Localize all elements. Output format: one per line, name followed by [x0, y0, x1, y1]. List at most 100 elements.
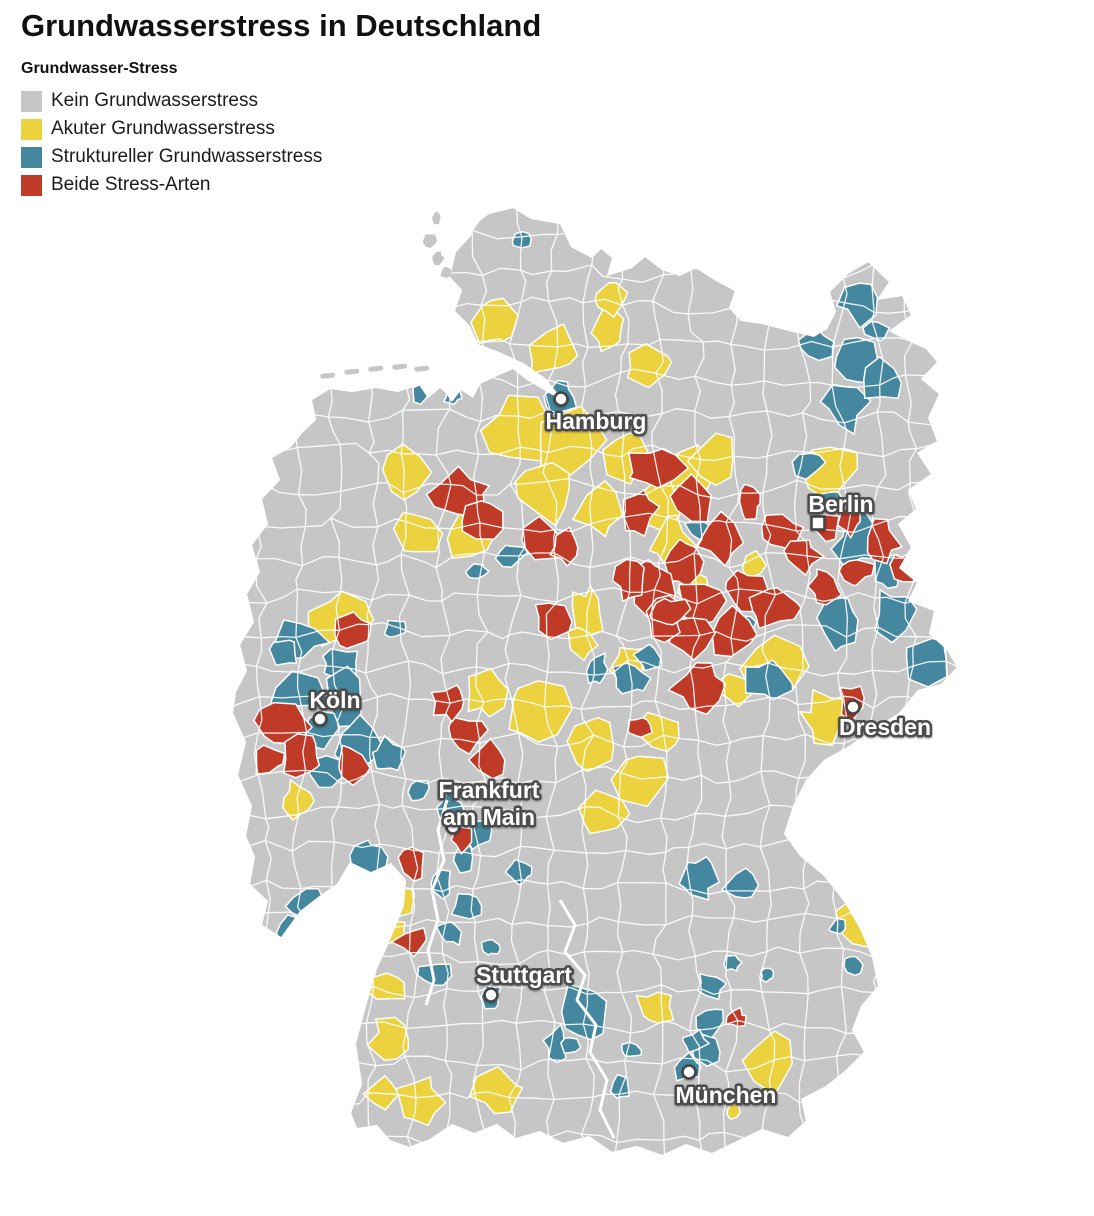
- city-hamburg: Hamburg: [543, 391, 649, 437]
- district-akut[interactable]: [539, 405, 608, 479]
- district-akut[interactable]: [508, 680, 574, 743]
- district-akut[interactable]: [626, 343, 673, 389]
- district-akut[interactable]: [567, 626, 599, 662]
- district-strukturell[interactable]: [585, 652, 609, 685]
- district-beide[interactable]: [748, 587, 803, 630]
- district-akut[interactable]: [381, 443, 433, 501]
- legend-label: Kein Grundwasserstress: [51, 90, 258, 111]
- island: [414, 365, 430, 372]
- city-stuttgart: Stuttgart: [474, 960, 575, 1003]
- district-beide[interactable]: [549, 526, 579, 567]
- district-beide[interactable]: [534, 602, 573, 641]
- city-label-berlin: Berlin: [808, 491, 873, 517]
- district-strukturell[interactable]: [560, 1037, 582, 1054]
- district-beide[interactable]: [667, 662, 727, 716]
- district-strukturell[interactable]: [268, 639, 298, 667]
- district-strukturell[interactable]: [315, 939, 345, 966]
- district-akut[interactable]: [885, 911, 928, 965]
- legend-swatch-kein: [21, 90, 42, 112]
- district-strukturell[interactable]: [371, 734, 407, 772]
- state-border-line: [558, 899, 616, 1139]
- city-marker-icon: [445, 819, 461, 835]
- district-akut[interactable]: [610, 755, 670, 808]
- district-strukturell[interactable]: [323, 905, 366, 944]
- district-akut[interactable]: [366, 1016, 410, 1062]
- district-beide[interactable]: [627, 717, 653, 738]
- district-strukturell[interactable]: [480, 939, 502, 956]
- state-border-line: [424, 799, 449, 1006]
- district-strukturell[interactable]: [744, 659, 794, 701]
- island: [368, 365, 384, 372]
- district-beide[interactable]: [283, 733, 321, 779]
- district-beide[interactable]: [889, 551, 917, 583]
- district-beide[interactable]: [649, 597, 692, 626]
- district-akut[interactable]: [572, 480, 624, 538]
- district-akut[interactable]: [686, 432, 734, 487]
- legend-swatch-akut: [21, 118, 42, 140]
- island: [431, 249, 446, 267]
- district-akut[interactable]: [590, 308, 625, 353]
- legend: Grundwasser-Stress Kein Grundwasserstres…: [21, 60, 322, 199]
- district-beide[interactable]: [390, 927, 428, 958]
- district-beide[interactable]: [397, 846, 425, 883]
- district-strukturell[interactable]: [464, 562, 490, 580]
- district-strukturell[interactable]: [862, 320, 891, 342]
- district-beide[interactable]: [622, 488, 661, 537]
- district-beide[interactable]: [628, 447, 690, 489]
- district-strukturell[interactable]: [407, 779, 430, 802]
- district-strukturell[interactable]: [791, 452, 827, 480]
- city-marker-icon: [312, 711, 328, 727]
- district-strukturell[interactable]: [695, 1008, 725, 1039]
- district-strukturell[interactable]: [435, 920, 463, 947]
- island: [439, 266, 453, 279]
- district-beide[interactable]: [611, 558, 645, 603]
- district-akut[interactable]: [467, 667, 509, 718]
- city-marker-icon: [553, 391, 569, 407]
- city-dresden: Dresden: [836, 699, 934, 743]
- city-label-hamburg: Hamburg: [546, 408, 647, 434]
- legend-item-kein: Kein Grundwasserstress: [21, 87, 322, 115]
- island: [430, 209, 442, 226]
- district-strukturell[interactable]: [760, 967, 775, 983]
- legend-label: Struktureller Grundwasserstress: [51, 146, 323, 167]
- legend-label: Akuter Grundwasserstress: [51, 118, 275, 139]
- district-strukturell[interactable]: [863, 356, 903, 400]
- district-beide[interactable]: [467, 737, 506, 780]
- city-marker-icon: [681, 1064, 697, 1080]
- district-beide[interactable]: [334, 611, 372, 650]
- district-beide[interactable]: [461, 500, 504, 540]
- district-strukturell[interactable]: [817, 491, 847, 514]
- district-strukturell[interactable]: [360, 895, 386, 917]
- district-beide[interactable]: [447, 716, 489, 755]
- city-marker-icon: [845, 699, 861, 715]
- island: [421, 233, 439, 250]
- district-strukturell[interactable]: [504, 858, 533, 886]
- legend-item-beide: Beide Stress-Arten: [21, 171, 322, 199]
- district-akut[interactable]: [566, 716, 615, 773]
- district-akut[interactable]: [528, 323, 579, 374]
- district-akut[interactable]: [741, 549, 768, 577]
- district-akut[interactable]: [726, 1102, 742, 1120]
- district-akut[interactable]: [514, 461, 571, 527]
- district-strukturell[interactable]: [612, 662, 652, 695]
- district-beide[interactable]: [663, 538, 705, 588]
- capital-marker-icon: [810, 515, 826, 531]
- legend-label: Beide Stress-Arten: [51, 174, 211, 195]
- district-akut[interactable]: [395, 1076, 447, 1127]
- district-beide[interactable]: [866, 517, 903, 565]
- legend-item-akut: Akuter Grundwasserstress: [21, 115, 322, 143]
- district-strukturell[interactable]: [843, 955, 864, 977]
- city-marker-icon: [483, 987, 499, 1003]
- district-akut[interactable]: [578, 789, 631, 835]
- city-k-ln: Köln: [307, 685, 363, 727]
- legend-items: Kein Grundwasserstress Akuter Grundwasser…: [21, 87, 322, 199]
- district-beide[interactable]: [520, 515, 563, 561]
- district-akut[interactable]: [387, 886, 416, 918]
- legend-swatch-beide: [21, 174, 42, 196]
- district-beide[interactable]: [430, 684, 465, 723]
- district-strukturell[interactable]: [450, 893, 483, 920]
- city-label-frankfurt-am-main: Frankfurt: [439, 777, 540, 803]
- district-strukturell[interactable]: [723, 954, 743, 972]
